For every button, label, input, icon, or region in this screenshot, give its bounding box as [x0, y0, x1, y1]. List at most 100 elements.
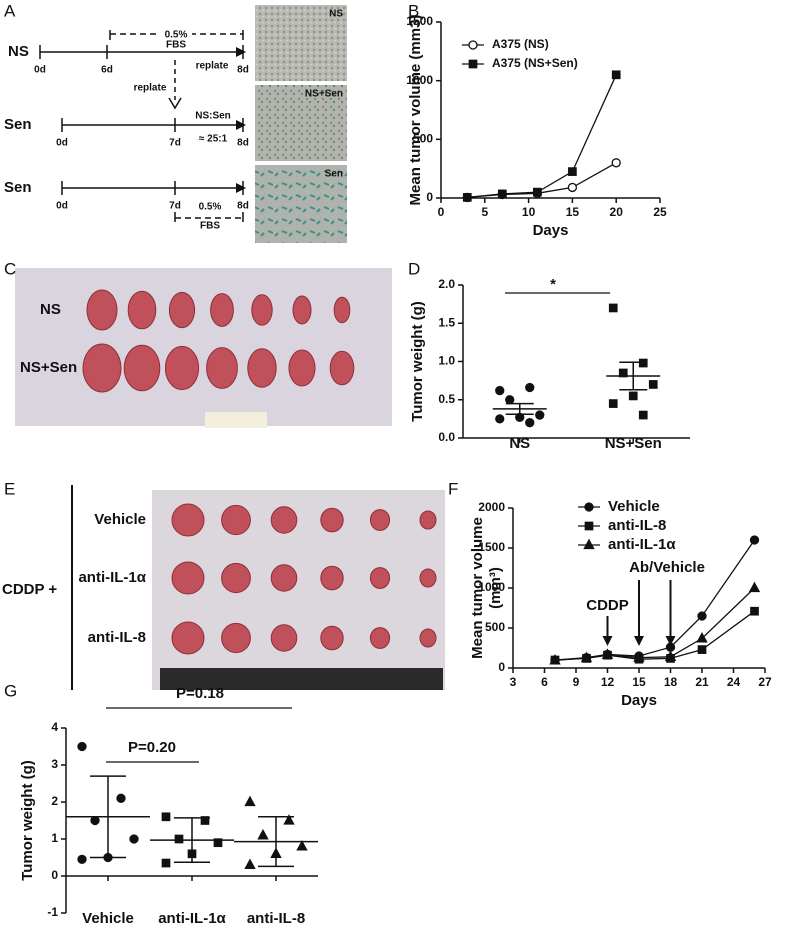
- marker: [696, 632, 708, 643]
- y-tick-label: 2: [51, 794, 58, 808]
- marker: [462, 193, 472, 202]
- x-tick-label: 6: [541, 675, 548, 689]
- y-tick-label: 0: [51, 868, 58, 882]
- marker: [77, 854, 87, 864]
- y-tick-label: 500: [413, 132, 433, 146]
- x-tick-label: 3: [510, 675, 517, 689]
- row-label: CDDP +: [2, 581, 57, 598]
- tumor: [320, 565, 344, 591]
- tumor: [329, 350, 355, 386]
- marker: [697, 645, 707, 654]
- tumor: [86, 289, 118, 331]
- legend-label: anti-IL-1α: [608, 536, 676, 553]
- panel-letter: G: [4, 681, 17, 700]
- tumor: [288, 349, 316, 387]
- marker: [174, 834, 184, 844]
- marker: [505, 395, 515, 405]
- replate-label: replate: [196, 61, 229, 72]
- y-tick-label: 1000: [478, 580, 505, 594]
- tumor: [333, 296, 351, 324]
- y-tick-label: 4: [51, 720, 58, 734]
- y-tick-label: 2.0: [438, 277, 455, 291]
- micrograph-label: Sen: [325, 169, 343, 180]
- marker: [283, 814, 295, 825]
- tumor: [164, 345, 200, 391]
- marker: [535, 410, 545, 420]
- tumor: [270, 506, 298, 534]
- y-tick-label: 0.5: [438, 392, 455, 406]
- row-label: NS: [40, 301, 61, 318]
- replate-label: replate: [134, 83, 167, 94]
- tumor: [419, 568, 437, 588]
- tumor: [270, 624, 298, 652]
- row-label: NS: [8, 43, 29, 60]
- day-label: 0d: [56, 138, 68, 149]
- x-tick-label: NS: [509, 435, 530, 452]
- marker: [568, 167, 577, 176]
- tumor: [171, 621, 205, 655]
- panel-letter: B: [408, 1, 419, 20]
- marker: [468, 59, 478, 69]
- ratio-label: ≈ 25:1: [199, 134, 228, 145]
- ratio-label: NS:Sen: [195, 111, 231, 122]
- panel-letter: F: [448, 479, 458, 498]
- row-label: Sen: [4, 179, 32, 196]
- marker: [664, 650, 677, 661]
- marker: [525, 418, 535, 428]
- significance-label: P=0.20: [128, 739, 176, 756]
- micrograph-label: NS+Sen: [305, 89, 343, 100]
- panel-letter: E: [4, 479, 15, 498]
- series-line: [554, 587, 755, 662]
- row-label: anti-IL-1α: [78, 569, 146, 586]
- x-tick-label: anti-IL-8: [247, 910, 305, 927]
- tumor: [221, 562, 251, 594]
- tumor: [127, 290, 157, 330]
- tumor: [419, 510, 437, 530]
- significance-label: P=0.18: [176, 685, 224, 702]
- arrow-head: [236, 120, 246, 130]
- marker: [200, 816, 210, 825]
- tumor: [171, 561, 205, 595]
- marker: [638, 410, 648, 420]
- marker: [161, 812, 171, 822]
- y-tick-label: 1500: [478, 540, 505, 554]
- y-tick-label: 1.5: [438, 315, 455, 329]
- x-tick-label: 12: [601, 675, 615, 689]
- day-label: 8d: [237, 201, 249, 212]
- y-tick-label: 0.0: [438, 430, 455, 444]
- tumor: [247, 348, 277, 388]
- marker: [257, 828, 269, 840]
- tumor: [369, 509, 391, 531]
- significance-label: *: [550, 276, 556, 293]
- marker: [583, 538, 595, 550]
- x-tick-label: 0: [438, 205, 445, 219]
- y-axis-label: Tumor weight (g): [19, 760, 36, 881]
- tumor: [221, 504, 251, 536]
- x-axis-label: Days: [621, 692, 657, 709]
- row-label: NS+Sen: [20, 359, 77, 376]
- fbs-label: FBS: [200, 221, 220, 232]
- marker: [244, 858, 256, 870]
- y-tick-label: 500: [485, 620, 505, 634]
- annotation: CDDP: [586, 597, 629, 614]
- x-tick-label: 24: [727, 675, 741, 689]
- marker: [584, 521, 594, 531]
- marker: [608, 399, 618, 408]
- x-tick-label: 15: [566, 205, 580, 219]
- panel-letter: D: [408, 259, 420, 278]
- day-label: 0d: [34, 65, 46, 76]
- marker: [584, 502, 594, 512]
- arrow-head: [236, 183, 246, 193]
- y-tick-label: 1500: [406, 14, 433, 28]
- marker: [296, 840, 308, 851]
- y-axis-label: (mm³): [487, 567, 504, 609]
- row-label: Vehicle: [94, 511, 146, 528]
- ruler: [205, 412, 267, 428]
- tumor: [206, 347, 238, 389]
- y-axis-label: Mean tumor volume (mm3): [407, 15, 424, 206]
- x-tick-label: 15: [632, 675, 646, 689]
- marker: [580, 651, 593, 663]
- tumor: [168, 291, 196, 329]
- tumor: [419, 628, 437, 648]
